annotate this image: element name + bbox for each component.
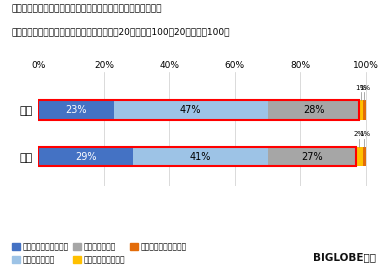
Text: 47%: 47% bbox=[180, 105, 202, 115]
Text: 1%: 1% bbox=[356, 85, 367, 91]
Bar bbox=[362, 100, 366, 120]
Text: 23%: 23% bbox=[65, 105, 87, 115]
Legend: 幸福感が大きく高まる, 幸福感が高まる, 特に変わらない, 幸福感がやや下がる, 幸福感が大きく下がる: 幸福感が大きく高まる, 幸福感が高まる, 特に変わらない, 幸福感がやや下がる,… bbox=[9, 239, 190, 265]
Text: BIGLOBE調べ: BIGLOBE調べ bbox=[313, 252, 376, 262]
Text: 通勤電車に関わる問題（混雑、移動時間）が回避できる場合、: 通勤電車に関わる問題（混雑、移動時間）が回避できる場合、 bbox=[12, 4, 162, 13]
Bar bbox=[359, 100, 362, 120]
Text: 41%: 41% bbox=[190, 152, 211, 162]
Bar bbox=[38, 147, 133, 166]
Text: 現状の仕事への幸福感は高まりますか　　（20代男性＝100、20代女性＝100）: 現状の仕事への幸福感は高まりますか （20代男性＝100、20代女性＝100） bbox=[12, 28, 230, 37]
Bar bbox=[38, 100, 114, 120]
Bar bbox=[38, 147, 356, 166]
Text: 2%: 2% bbox=[354, 131, 365, 137]
Text: 1%: 1% bbox=[359, 85, 370, 91]
Bar bbox=[268, 100, 359, 120]
Text: 27%: 27% bbox=[301, 152, 323, 162]
Bar bbox=[356, 147, 362, 166]
Bar bbox=[133, 147, 268, 166]
Text: 1%: 1% bbox=[359, 131, 370, 137]
Bar bbox=[114, 100, 268, 120]
Bar bbox=[38, 100, 359, 120]
Bar bbox=[362, 147, 366, 166]
Bar bbox=[268, 147, 356, 166]
Text: 29%: 29% bbox=[75, 152, 97, 162]
Text: 28%: 28% bbox=[303, 105, 324, 115]
